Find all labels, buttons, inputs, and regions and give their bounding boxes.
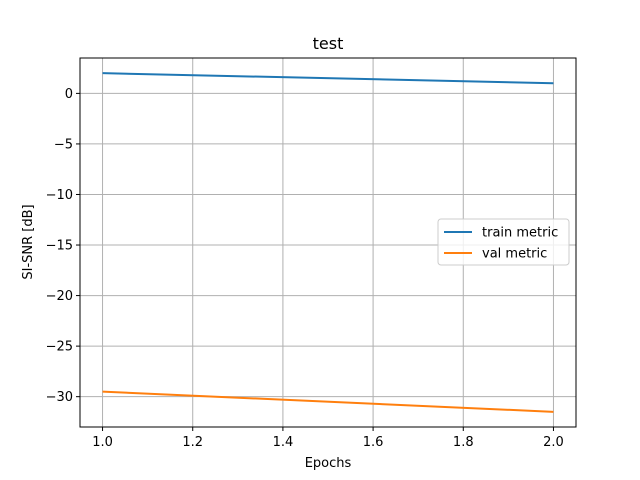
y-tick-label: −10 — [46, 188, 73, 203]
x-tick-label: 1.4 — [273, 435, 294, 450]
series-line-1 — [102, 72, 554, 85]
y-tick-label: −25 — [46, 340, 73, 355]
x-tick-label: 1.2 — [182, 435, 203, 450]
legend-label: train metric — [482, 226, 558, 241]
y-axis-label: SI-SNR [dB] — [21, 204, 36, 279]
y-tick-label: −20 — [46, 289, 73, 304]
y-tick-label: −30 — [46, 390, 73, 405]
legend: train metric val metric — [437, 218, 570, 266]
plot-frame — [79, 57, 577, 428]
x-axis-label: Epochs — [305, 456, 352, 471]
chart-title: test — [313, 34, 344, 53]
legend-label: val metric — [482, 247, 547, 262]
y-tick-label: 0 — [65, 87, 73, 102]
x-tick-label: 1.6 — [363, 435, 384, 450]
x-axis-ticks: 1.0 1.2 1.4 1.6 1.8 2.0 — [92, 427, 564, 450]
y-tick-label: −15 — [46, 239, 73, 254]
x-tick-label: 1.8 — [453, 435, 474, 450]
y-axis-ticks: 0 −5 −10 −15 −20 −25 −30 — [46, 87, 80, 405]
x-tick-label: 1.0 — [92, 435, 113, 450]
series-line-2 — [102, 390, 554, 413]
y-tick-label: −5 — [54, 137, 73, 152]
x-tick-label: 2.0 — [543, 435, 564, 450]
series-lines — [102, 72, 554, 413]
